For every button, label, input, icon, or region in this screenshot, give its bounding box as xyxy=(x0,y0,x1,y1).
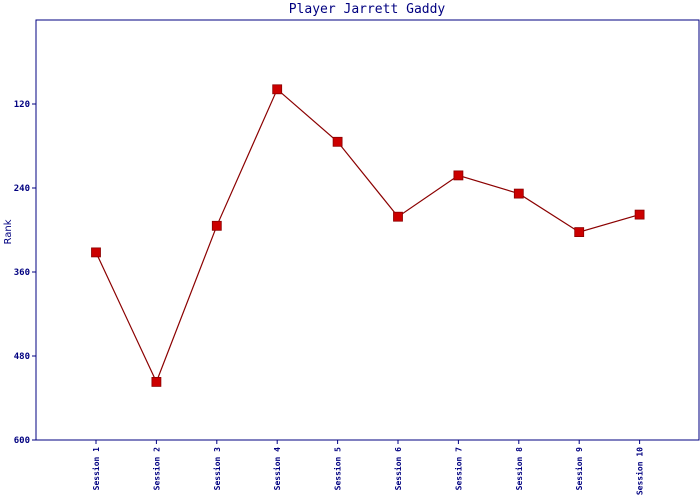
y-axis-label: Rank xyxy=(3,219,14,244)
rank-series-markers xyxy=(91,84,645,387)
y-tick-label: 360 xyxy=(14,268,30,278)
data-point-marker xyxy=(91,247,101,258)
y-tick-label: 600 xyxy=(14,436,30,446)
x-tick-label: Session 3 xyxy=(212,447,222,491)
x-tick-label: Session 7 xyxy=(453,447,463,491)
data-point-marker xyxy=(574,227,585,238)
x-axis-ticks: Session 1 Session 2 Session 3 Session 4 Sess… xyxy=(91,440,645,495)
x-tick-label: Session 2 xyxy=(151,447,161,491)
x-tick-label: Session 5 xyxy=(333,447,343,491)
data-point-marker xyxy=(211,220,222,231)
x-tick-label: Session 4 xyxy=(272,447,282,491)
x-tick-label: Session 1 xyxy=(91,447,101,491)
x-tick-label: Session 6 xyxy=(393,447,403,491)
x-tick-label: Session 10 xyxy=(635,447,645,495)
data-point-marker xyxy=(332,136,343,147)
data-point-marker xyxy=(272,84,283,95)
data-point-marker xyxy=(393,211,403,222)
rank-series-line xyxy=(95,88,640,384)
y-tick-label: 480 xyxy=(14,352,30,362)
x-tick-label: Session 9 xyxy=(574,447,584,491)
plot-area-frame xyxy=(35,19,700,441)
x-tick-label: Session 8 xyxy=(514,447,524,491)
data-point-marker xyxy=(453,170,464,181)
y-tick-label: 240 xyxy=(14,184,30,194)
data-point-marker xyxy=(634,209,645,220)
chart-title: Player Jarrett Gaddy xyxy=(289,2,446,17)
data-point-marker xyxy=(513,188,524,199)
y-axis-ticks: 120 240 360 480 600 xyxy=(14,100,36,446)
data-point-marker xyxy=(151,376,162,387)
y-tick-label: 120 xyxy=(14,100,30,110)
